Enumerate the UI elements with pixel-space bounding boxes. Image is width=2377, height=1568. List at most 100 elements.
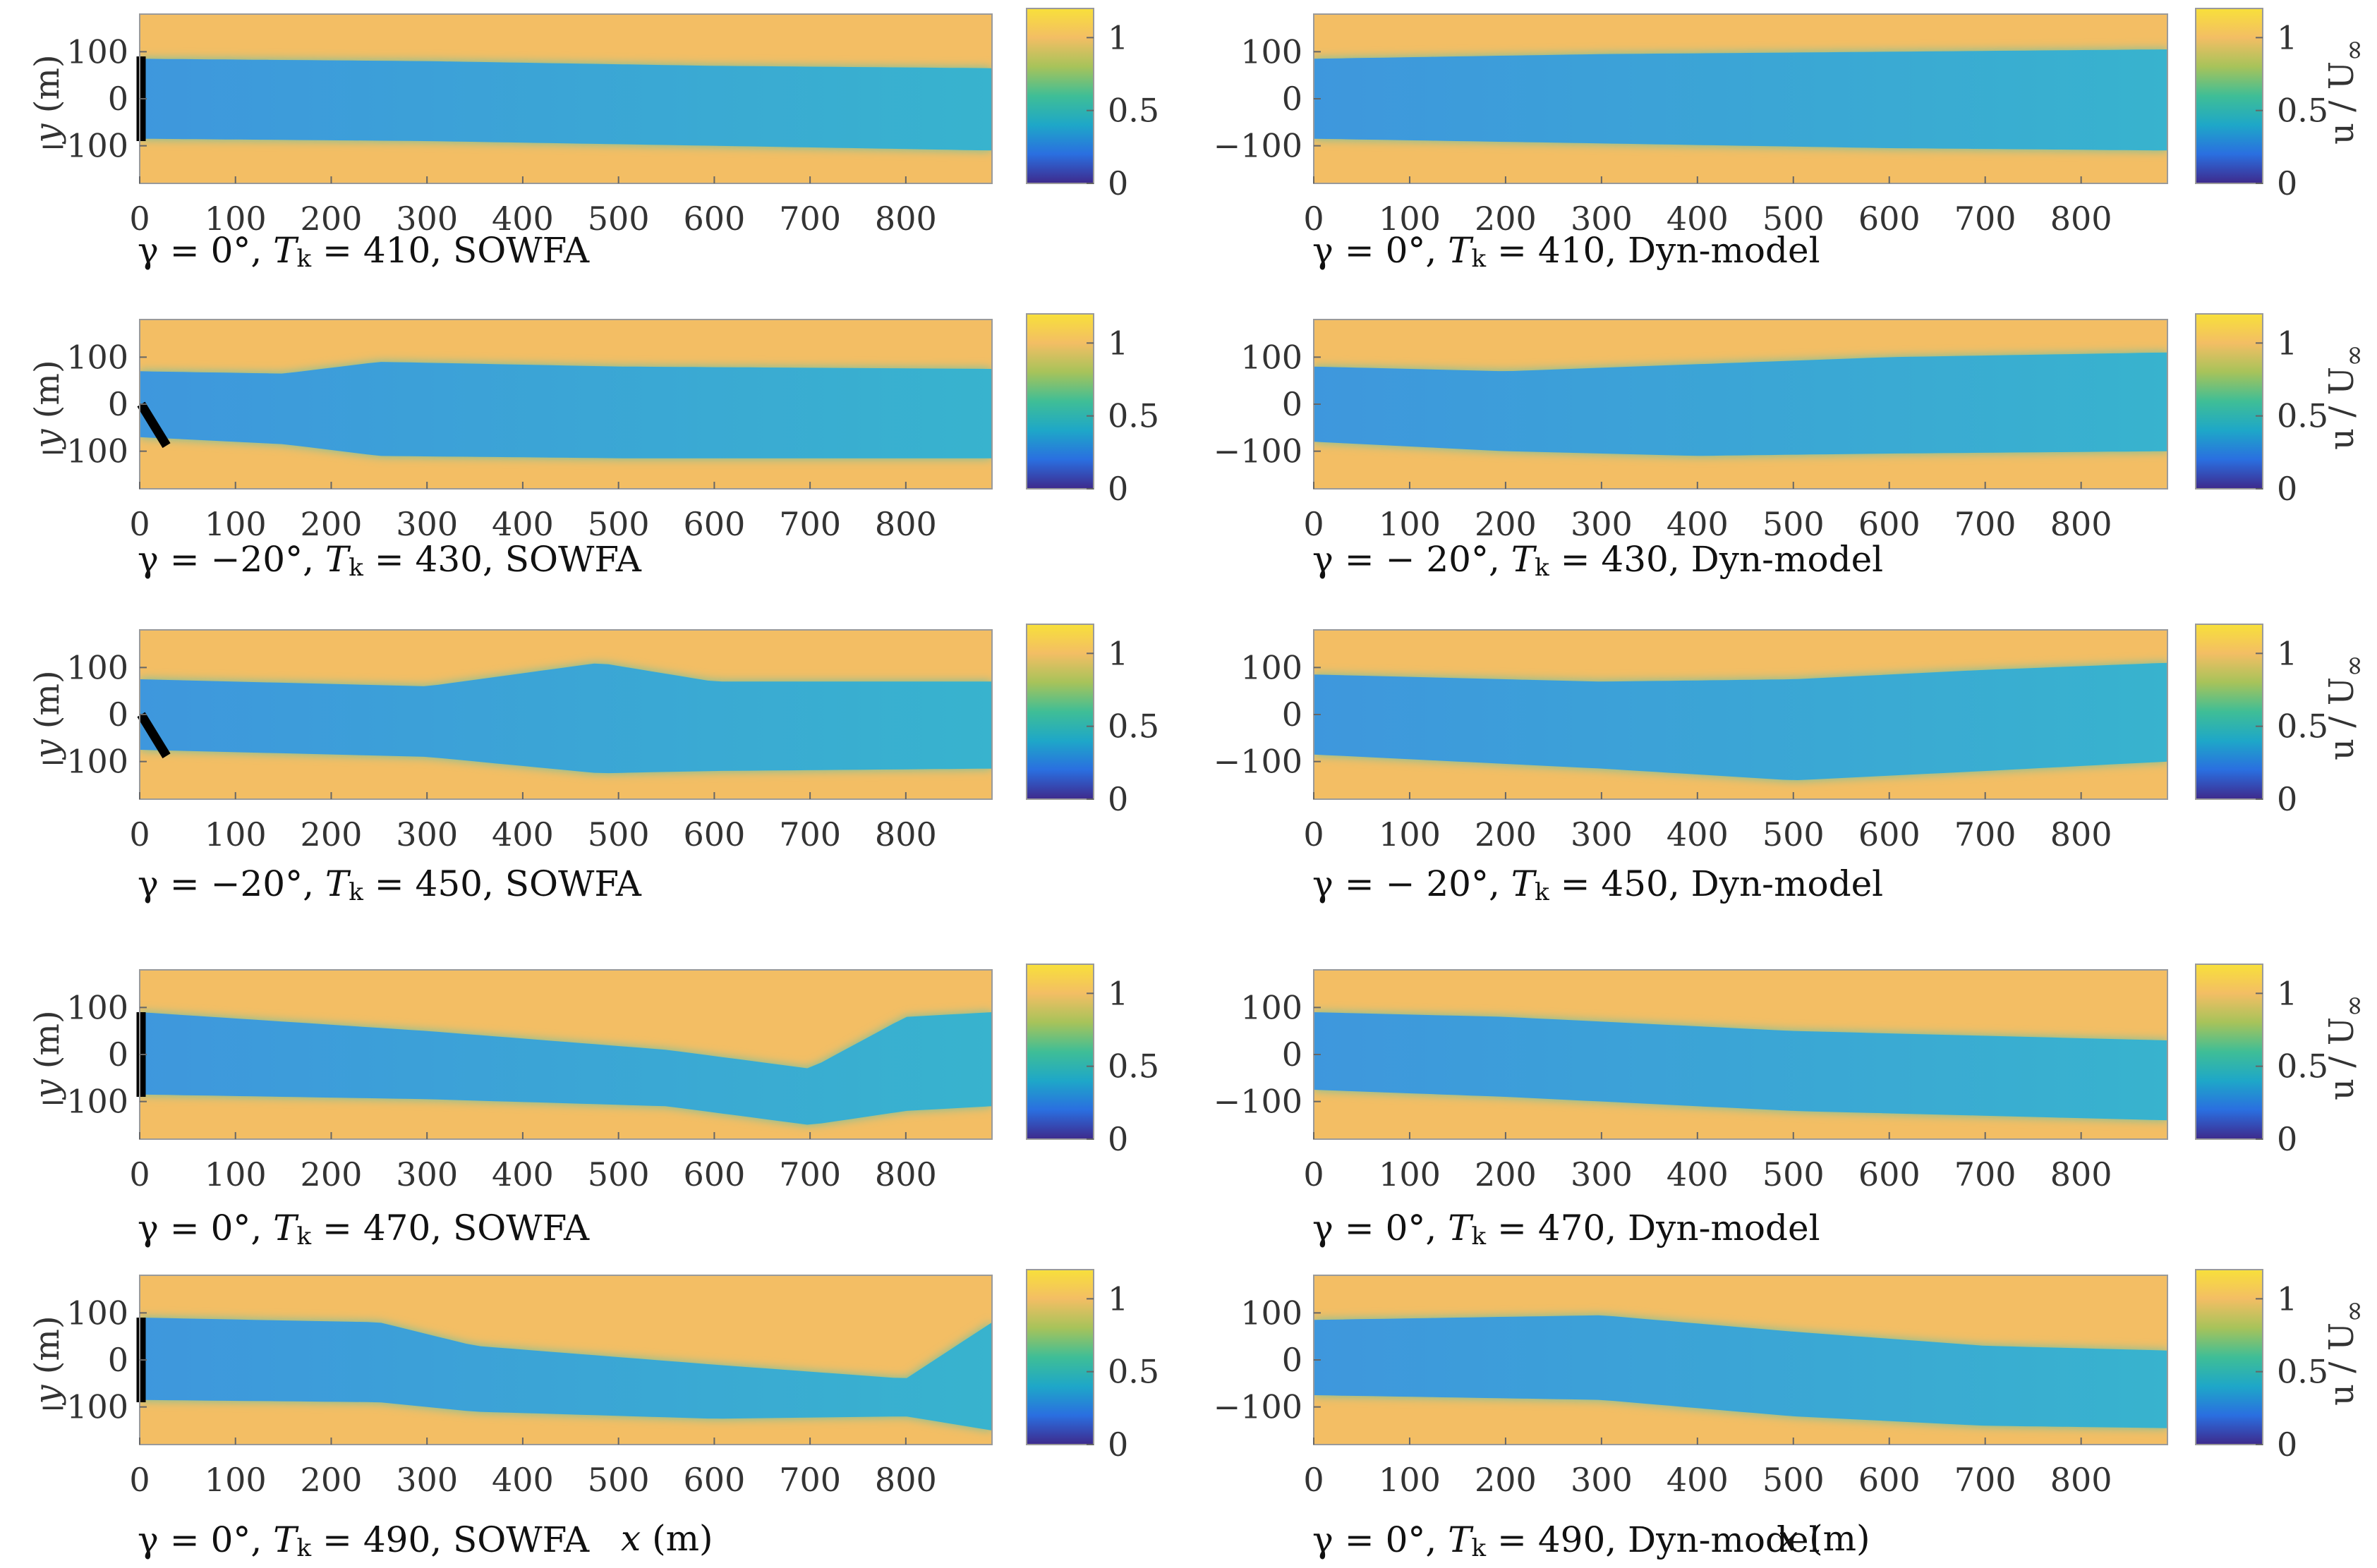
wake-region [1314, 49, 2167, 151]
colorbar-tick-label: 0 [2277, 1426, 2297, 1464]
x-tick-label: 300 [396, 200, 458, 238]
panel-caption: γ = 0°, Tk = 490, SOWFA [138, 1519, 590, 1562]
colorbar-tick-label: 1 [2277, 1280, 2297, 1318]
y-tick-label: 100 [66, 338, 128, 376]
x-tick-label: 300 [396, 1461, 458, 1499]
x-tick-label: 400 [492, 505, 554, 543]
y-tick-label: 100 [66, 1294, 128, 1332]
x-tick-label: 400 [1667, 505, 1729, 543]
y-tick-label: −100 [1214, 127, 1302, 165]
x-tick-label: 0 [129, 505, 150, 543]
colorbar-tick-label: 0 [1108, 1120, 1128, 1158]
panel-r5-right: 0 100 200 300 400 500 600 700 8001000−10010.50u … [1214, 1269, 2369, 1562]
x-tick-label: 800 [2050, 1155, 2112, 1193]
y-axis-label: y (m) [28, 54, 67, 144]
colorbar-tick-label: 0.5 [1108, 1353, 1159, 1391]
colorbar-tick-label: 1 [2277, 18, 2297, 56]
x-tick-label: 600 [683, 200, 745, 238]
colorbar-tick-label: 1 [2277, 634, 2297, 672]
x-tick-label: 600 [1858, 815, 1921, 853]
x-tick-label: 0 [1303, 1461, 1324, 1499]
x-tick-label: 600 [1858, 505, 1921, 543]
x-axis-label-left: x (m) [621, 1518, 713, 1559]
x-tick-label: 400 [1667, 815, 1729, 853]
x-tick-label: 200 [1475, 1155, 1537, 1193]
panel-caption: γ = 0°, Tk = 490, Dyn-model [1312, 1519, 1820, 1562]
y-tick-label: −100 [1214, 1083, 1302, 1121]
x-tick-label: 700 [1954, 1461, 2016, 1499]
colorbar [2195, 1269, 2263, 1445]
x-tick-label: 600 [683, 1461, 745, 1499]
panel-caption: γ = −20°, Tk = 450, SOWFA [138, 863, 642, 906]
colorbar [2195, 8, 2263, 184]
x-axis-label-right: x (m) [1778, 1518, 1870, 1559]
colorbar-tick-label: 0 [1108, 470, 1128, 508]
x-tick-label: 800 [875, 1155, 937, 1193]
y-axis-label: y (m) [28, 1315, 67, 1405]
panel-caption: γ = 0°, Tk = 470, SOWFA [138, 1208, 590, 1251]
x-tick-label: 400 [1667, 200, 1729, 238]
y-tick-label: 0 [1282, 80, 1302, 118]
y-tick-label: −100 [40, 743, 128, 781]
x-tick-label: 100 [205, 1155, 267, 1193]
colorbar-label: u / U∞ [2322, 344, 2369, 450]
x-tick-label: 400 [492, 1155, 554, 1193]
colorbar [2195, 624, 2263, 800]
x-tick-label: 300 [396, 505, 458, 543]
x-tick-label: 500 [1762, 1155, 1825, 1193]
y-tick-label: 0 [1282, 1341, 1302, 1379]
x-tick-label: 400 [492, 1461, 554, 1499]
x-tick-label: 100 [1379, 1155, 1441, 1193]
x-tick-label: 0 [129, 1155, 150, 1193]
x-tick-label: 800 [2050, 815, 2112, 853]
y-tick-label: 0 [1282, 695, 1302, 734]
x-tick-label: 200 [1475, 1461, 1537, 1499]
colorbar-tick-label: 0 [2277, 1120, 2297, 1158]
y-tick-label: 100 [66, 648, 128, 686]
x-tick-label: 800 [875, 815, 937, 853]
y-tick-label: 100 [1240, 338, 1302, 376]
x-tick-label: 700 [779, 1155, 841, 1193]
x-tick-label: 200 [1475, 815, 1537, 853]
wake-region [1314, 1315, 2167, 1428]
x-tick-label: 600 [1858, 1461, 1921, 1499]
x-tick-label: 700 [1954, 200, 2016, 238]
x-tick-label: 0 [1303, 200, 1324, 238]
panel-r1-right: 0 100 200 300 400 500 600 700 8001000−10010.50u … [1214, 8, 2369, 273]
x-tick-label: 600 [1858, 200, 1921, 238]
wake-region [1314, 1012, 2167, 1121]
x-tick-label: 100 [1379, 200, 1441, 238]
colorbar [1026, 313, 1094, 490]
x-tick-label: 200 [1475, 200, 1537, 238]
x-tick-label: 600 [683, 815, 745, 853]
x-tick-label: 0 [1303, 505, 1324, 543]
x-tick-label: 400 [1667, 1155, 1729, 1193]
x-tick-label: 200 [301, 1155, 363, 1193]
y-tick-label: −100 [1214, 743, 1302, 781]
colorbar [1026, 8, 1094, 184]
colorbar-tick-label: 1 [2277, 974, 2297, 1012]
x-tick-label: 800 [875, 1461, 937, 1499]
colorbar-tick-label: 0 [1108, 1426, 1128, 1464]
y-tick-label: −100 [1214, 1388, 1302, 1426]
x-tick-label: 500 [1762, 1461, 1825, 1499]
colorbar-tick-label: 0 [2277, 780, 2297, 818]
x-tick-label: 300 [396, 815, 458, 853]
x-tick-label: 700 [1954, 505, 2016, 543]
x-tick-label: 0 [129, 815, 150, 853]
y-tick-label: −100 [1214, 432, 1302, 470]
colorbar-tick-label: 0.5 [2277, 397, 2328, 435]
x-tick-label: 500 [588, 505, 650, 543]
x-tick-label: 400 [492, 200, 554, 238]
wake-region [140, 663, 992, 774]
x-tick-label: 100 [205, 505, 267, 543]
wake-region [140, 1012, 992, 1125]
colorbar [1026, 1269, 1094, 1445]
x-tick-label: 200 [1475, 505, 1537, 543]
x-tick-label: 500 [588, 1461, 650, 1499]
turbine-rotor-yawed [137, 401, 171, 449]
colorbar-tick-label: 0.5 [1108, 707, 1159, 746]
colorbar-tick-label: 0 [2277, 470, 2297, 508]
